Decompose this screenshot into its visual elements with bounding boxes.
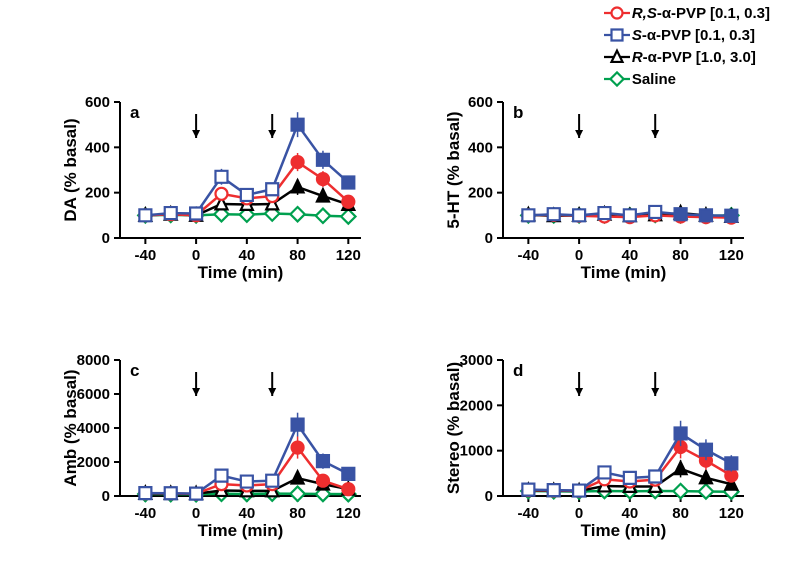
svg-text:c: c xyxy=(130,361,139,380)
svg-text:0: 0 xyxy=(102,230,110,247)
svg-text:200: 200 xyxy=(85,185,110,202)
svg-text:b: b xyxy=(513,103,523,122)
svg-text:2000: 2000 xyxy=(77,454,110,471)
svg-text:80: 80 xyxy=(289,505,306,522)
svg-text:5-HT (% basal): 5-HT (% basal) xyxy=(445,111,463,228)
panel-a: 0 200 400 600 -40 0 40 80 120 Time (min) DA (% bas… xyxy=(62,92,367,282)
legend-marker xyxy=(602,24,632,46)
svg-text:0: 0 xyxy=(485,230,493,247)
panel-c: 0 2000 4000 6000 8000 -40 0 40 80 120 Time (min) Am… xyxy=(62,350,367,540)
legend-label: R-α-PVP [1.0, 3.0] xyxy=(632,49,756,66)
svg-text:6000: 6000 xyxy=(77,386,110,403)
figure-container: R,S-α-PVP [0.1, 0.3] S-α-PVP [0.1, 0.3] … xyxy=(0,0,800,581)
legend-marker xyxy=(602,46,632,68)
svg-text:DA (% basal): DA (% basal) xyxy=(62,118,80,221)
svg-text:120: 120 xyxy=(336,505,361,522)
svg-text:40: 40 xyxy=(621,505,638,522)
legend-label: R,S-α-PVP [0.1, 0.3] xyxy=(632,5,770,22)
svg-text:80: 80 xyxy=(672,505,689,522)
svg-text:4000: 4000 xyxy=(77,420,110,437)
svg-text:0: 0 xyxy=(485,488,493,505)
svg-text:Stereo (% basal): Stereo (% basal) xyxy=(445,362,463,494)
svg-text:-40: -40 xyxy=(135,505,157,522)
svg-text:-40: -40 xyxy=(135,247,157,264)
legend-item: R-α-PVP [1.0, 3.0] xyxy=(602,46,770,68)
legend-label: Saline xyxy=(632,71,676,88)
svg-text:-40: -40 xyxy=(518,247,540,264)
svg-text:d: d xyxy=(513,361,523,380)
svg-text:400: 400 xyxy=(468,139,493,156)
legend-marker xyxy=(602,2,632,24)
svg-text:40: 40 xyxy=(621,247,638,264)
svg-text:Time (min): Time (min) xyxy=(198,521,284,540)
panel-b: 0 200 400 600 -40 0 40 80 120 Time (min) 5-HT (% b… xyxy=(445,92,750,282)
svg-text:200: 200 xyxy=(468,185,493,202)
svg-text:1000: 1000 xyxy=(460,443,493,460)
svg-text:8000: 8000 xyxy=(77,352,110,369)
svg-text:120: 120 xyxy=(719,247,744,264)
svg-text:Time (min): Time (min) xyxy=(581,263,667,282)
svg-text:0: 0 xyxy=(192,247,200,264)
svg-text:120: 120 xyxy=(336,247,361,264)
svg-text:0: 0 xyxy=(192,505,200,522)
legend-item: Saline xyxy=(602,68,770,90)
svg-text:0: 0 xyxy=(575,247,583,264)
legend-item: S-α-PVP [0.1, 0.3] xyxy=(602,24,770,46)
svg-text:a: a xyxy=(130,103,140,122)
svg-text:80: 80 xyxy=(672,247,689,264)
svg-text:Time (min): Time (min) xyxy=(198,263,284,282)
svg-text:600: 600 xyxy=(85,94,110,111)
svg-text:80: 80 xyxy=(289,247,306,264)
legend-label: S-α-PVP [0.1, 0.3] xyxy=(632,27,755,44)
svg-text:3000: 3000 xyxy=(460,352,493,369)
svg-text:0: 0 xyxy=(102,488,110,505)
svg-text:600: 600 xyxy=(468,94,493,111)
panel-d: 0 1000 2000 3000 -40 0 40 80 120 Time (min) Stereo… xyxy=(445,350,750,540)
svg-text:2000: 2000 xyxy=(460,397,493,414)
svg-text:Time (min): Time (min) xyxy=(581,521,667,540)
svg-text:40: 40 xyxy=(238,247,255,264)
svg-text:120: 120 xyxy=(719,505,744,522)
svg-text:-40: -40 xyxy=(518,505,540,522)
legend-item: R,S-α-PVP [0.1, 0.3] xyxy=(602,2,770,24)
svg-text:40: 40 xyxy=(238,505,255,522)
legend-marker xyxy=(602,68,632,90)
svg-text:0: 0 xyxy=(575,505,583,522)
svg-text:Amb (% basal): Amb (% basal) xyxy=(62,369,80,486)
svg-text:400: 400 xyxy=(85,139,110,156)
legend: R,S-α-PVP [0.1, 0.3] S-α-PVP [0.1, 0.3] … xyxy=(602,2,770,90)
